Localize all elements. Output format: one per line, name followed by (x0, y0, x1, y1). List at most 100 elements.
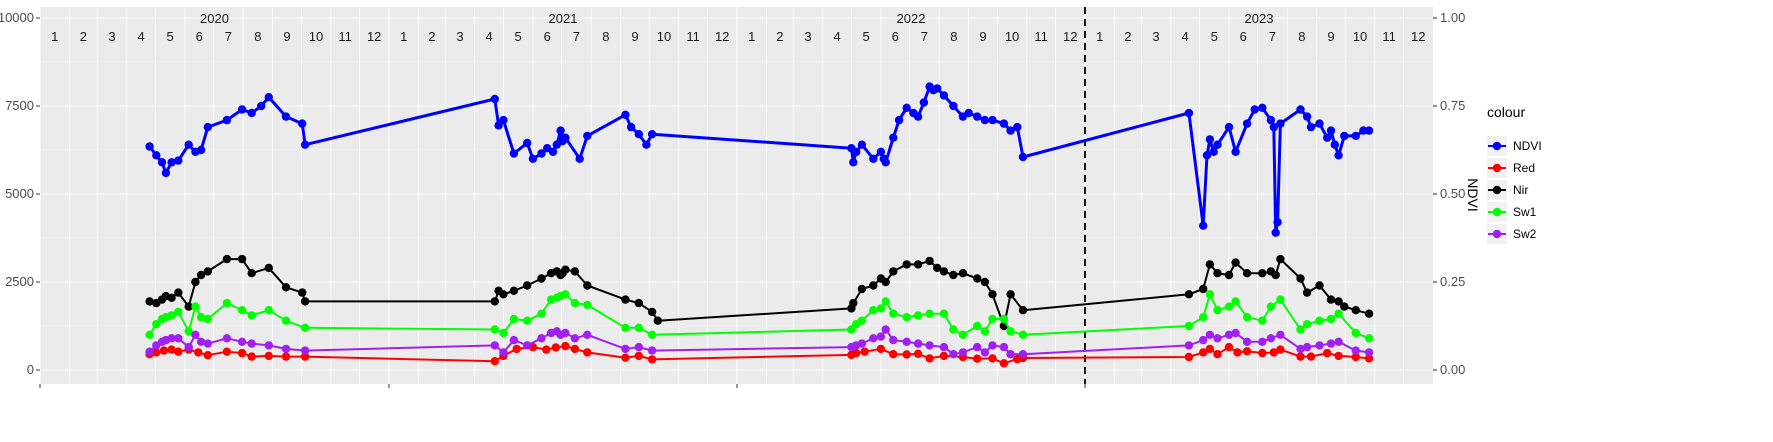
point-sw1 (570, 298, 580, 308)
point-sw2 (509, 335, 519, 345)
point-ndvi (988, 115, 997, 125)
point-sw1 (913, 311, 923, 320)
point-nir (300, 297, 310, 306)
point-nir (902, 260, 911, 269)
point-sw1 (1364, 334, 1374, 343)
legend-key-point (1492, 185, 1502, 195)
month-label: 9 (1327, 29, 1334, 44)
point-ndvi (161, 168, 171, 178)
month-label: 3 (1152, 29, 1159, 44)
point-ndvi (1199, 221, 1208, 230)
point-sw2 (1276, 330, 1285, 339)
point-sw2 (881, 325, 890, 334)
point-red (222, 347, 232, 356)
point-sw1 (857, 316, 867, 325)
point-sw1 (1276, 295, 1285, 304)
point-nir (537, 274, 546, 283)
month-label: 11 (686, 29, 700, 44)
point-red (852, 348, 861, 358)
point-red (1233, 348, 1242, 357)
point-ndvi (913, 112, 923, 121)
point-sw1 (281, 316, 291, 325)
point-red (647, 355, 657, 364)
point-nir (509, 286, 519, 295)
point-sw1 (237, 306, 247, 315)
point-sw2 (1213, 334, 1222, 343)
point-sw1 (490, 325, 499, 334)
point-ndvi (184, 140, 193, 149)
point-sw1 (145, 330, 154, 339)
point-ndvi (894, 115, 904, 125)
point-sw2 (1351, 346, 1361, 355)
year-label: 2020 (200, 11, 229, 26)
year-label: 2023 (1245, 11, 1274, 26)
point-sw2 (167, 334, 176, 343)
point-sw2 (583, 330, 592, 339)
point-ndvi (1184, 108, 1194, 118)
month-label: 4 (833, 29, 840, 44)
point-red (1184, 352, 1194, 362)
point-sw1 (152, 320, 161, 329)
point-nir (1326, 295, 1336, 304)
point-ndvi (300, 140, 310, 149)
point-ndvi (196, 145, 206, 155)
month-label: 8 (254, 29, 261, 44)
point-sw1 (537, 309, 546, 318)
point-ndvi (626, 122, 636, 132)
point-ndvi (1213, 140, 1222, 149)
point-red (247, 352, 256, 361)
month-label: 2 (428, 29, 435, 44)
legend-label: NDVI (1513, 139, 1542, 153)
point-nir (237, 254, 247, 264)
month-label: 7 (225, 29, 232, 44)
point-nir (869, 281, 878, 290)
point-sw2 (281, 344, 291, 354)
point-sw2 (647, 346, 657, 355)
month-label: 10 (1353, 29, 1367, 44)
point-sw1 (1242, 313, 1252, 322)
point-ndvi (869, 154, 878, 163)
point-nir (1184, 290, 1194, 299)
point-sw1 (499, 328, 508, 338)
legend-key-point (1492, 141, 1502, 151)
point-ndvi (264, 93, 273, 102)
point-sw2 (191, 330, 200, 339)
y2-tick-label: 0.75 (1440, 98, 1465, 113)
point-sw1 (1296, 325, 1305, 334)
month-label: 3 (456, 29, 463, 44)
point-sw2 (1006, 350, 1015, 359)
point-nir (1296, 274, 1305, 283)
point-sw2 (869, 334, 878, 343)
point-red (1205, 344, 1215, 354)
point-red (159, 346, 169, 355)
point-ndvi (889, 133, 898, 142)
point-sw1 (949, 325, 958, 334)
month-label: 2 (776, 29, 783, 44)
point-nir (1258, 269, 1267, 278)
point-red (1213, 350, 1222, 359)
point-red (634, 351, 643, 361)
point-ndvi (298, 119, 307, 128)
point-nir (881, 277, 890, 287)
month-label: 2 (1124, 29, 1131, 44)
point-sw1 (634, 323, 643, 332)
point-red (1351, 352, 1361, 362)
legend-key-point (1492, 163, 1502, 173)
point-red (925, 354, 934, 363)
point-sw1 (939, 309, 949, 318)
point-sw2 (537, 334, 546, 343)
point-nir (988, 290, 997, 299)
point-sw1 (1266, 302, 1276, 311)
month-label: 10 (309, 29, 323, 44)
point-ndvi (1351, 131, 1361, 141)
point-nir (174, 288, 183, 297)
point-nir (889, 267, 898, 276)
y-tick-label: 0 (27, 362, 34, 377)
point-red (237, 348, 247, 358)
point-sw1 (1205, 290, 1215, 299)
month-label: 11 (1034, 29, 1048, 44)
month-label: 1 (51, 29, 58, 44)
point-ndvi (237, 105, 247, 114)
point-sw2 (1364, 348, 1374, 357)
point-nir (958, 269, 968, 278)
